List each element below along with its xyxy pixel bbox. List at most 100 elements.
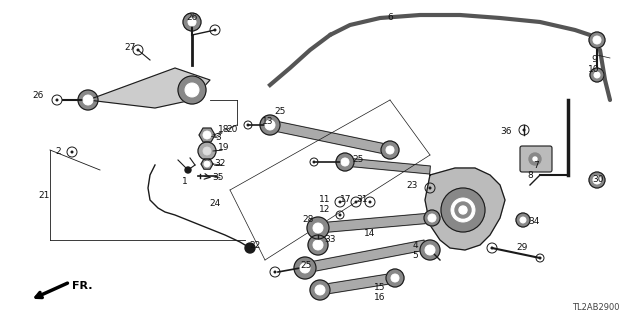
Circle shape	[424, 210, 440, 226]
Circle shape	[70, 150, 74, 154]
Circle shape	[538, 257, 541, 260]
Text: 11: 11	[319, 196, 331, 204]
Text: 31: 31	[356, 196, 368, 204]
Circle shape	[594, 72, 600, 78]
Text: FR.: FR.	[72, 281, 93, 291]
Circle shape	[339, 201, 342, 204]
Circle shape	[56, 99, 58, 101]
Circle shape	[341, 158, 349, 166]
Text: 23: 23	[406, 181, 418, 190]
Circle shape	[78, 90, 98, 110]
Circle shape	[313, 240, 323, 250]
Text: 28: 28	[302, 215, 314, 225]
Text: 4: 4	[412, 242, 418, 251]
Circle shape	[178, 76, 206, 104]
Polygon shape	[199, 128, 215, 142]
Circle shape	[520, 217, 526, 223]
Text: TL2AB2900: TL2AB2900	[573, 303, 620, 312]
Text: 29: 29	[516, 244, 528, 252]
Circle shape	[336, 153, 354, 171]
Circle shape	[428, 214, 436, 222]
Circle shape	[369, 201, 371, 204]
Circle shape	[589, 32, 605, 48]
Text: 21: 21	[38, 191, 50, 201]
Circle shape	[593, 36, 601, 44]
Circle shape	[273, 270, 276, 274]
Circle shape	[260, 115, 280, 135]
Text: 26: 26	[186, 13, 198, 22]
Text: 1: 1	[182, 178, 188, 187]
Circle shape	[425, 245, 435, 255]
Text: 36: 36	[500, 127, 512, 137]
Polygon shape	[425, 168, 505, 250]
Circle shape	[310, 280, 330, 300]
Text: 3: 3	[215, 133, 221, 142]
Text: 18: 18	[218, 125, 230, 134]
Text: 8: 8	[527, 172, 533, 180]
Circle shape	[516, 213, 530, 227]
Circle shape	[313, 223, 323, 233]
Text: 17: 17	[340, 196, 352, 204]
Circle shape	[308, 235, 328, 255]
Circle shape	[490, 246, 493, 250]
Circle shape	[429, 187, 431, 189]
Text: 19: 19	[218, 143, 230, 153]
Circle shape	[300, 263, 310, 273]
Circle shape	[246, 124, 250, 126]
Polygon shape	[319, 273, 396, 295]
Circle shape	[185, 167, 191, 173]
Polygon shape	[269, 120, 391, 155]
Circle shape	[307, 217, 329, 239]
Polygon shape	[201, 159, 213, 169]
Circle shape	[391, 274, 399, 282]
Polygon shape	[344, 158, 430, 174]
Text: 10: 10	[588, 66, 600, 75]
Circle shape	[441, 188, 485, 232]
Circle shape	[204, 161, 210, 167]
Circle shape	[386, 146, 394, 154]
Text: 24: 24	[209, 198, 221, 207]
Text: 25: 25	[352, 156, 364, 164]
Circle shape	[339, 213, 342, 217]
Circle shape	[420, 240, 440, 260]
Circle shape	[245, 243, 255, 253]
Polygon shape	[304, 240, 426, 273]
Circle shape	[315, 285, 325, 295]
Text: 30: 30	[592, 175, 604, 185]
Circle shape	[198, 142, 216, 160]
Circle shape	[136, 49, 140, 52]
Circle shape	[455, 202, 471, 218]
Text: 27: 27	[124, 44, 136, 52]
Circle shape	[312, 161, 316, 164]
Circle shape	[203, 147, 211, 155]
Circle shape	[590, 68, 604, 82]
Polygon shape	[88, 68, 210, 108]
Text: 22: 22	[250, 242, 260, 251]
Text: 25: 25	[300, 261, 312, 270]
Circle shape	[533, 157, 537, 161]
Text: 32: 32	[214, 158, 226, 167]
Circle shape	[459, 206, 467, 214]
Text: 20: 20	[227, 125, 237, 134]
Text: 5: 5	[412, 251, 418, 260]
Text: 7: 7	[533, 161, 539, 170]
Circle shape	[214, 28, 216, 31]
Circle shape	[355, 201, 358, 204]
Text: 33: 33	[324, 236, 336, 244]
Circle shape	[183, 13, 201, 31]
Circle shape	[188, 18, 196, 26]
Text: 25: 25	[275, 108, 285, 116]
FancyBboxPatch shape	[520, 146, 552, 172]
Text: 12: 12	[319, 205, 331, 214]
Circle shape	[294, 257, 316, 279]
Circle shape	[451, 198, 475, 222]
Polygon shape	[317, 213, 433, 233]
Circle shape	[529, 153, 541, 165]
Text: 15: 15	[374, 284, 386, 292]
Circle shape	[203, 131, 211, 139]
Text: 14: 14	[364, 229, 376, 238]
Circle shape	[185, 83, 199, 97]
Text: 26: 26	[32, 92, 44, 100]
Circle shape	[589, 172, 605, 188]
Text: 6: 6	[387, 13, 393, 22]
